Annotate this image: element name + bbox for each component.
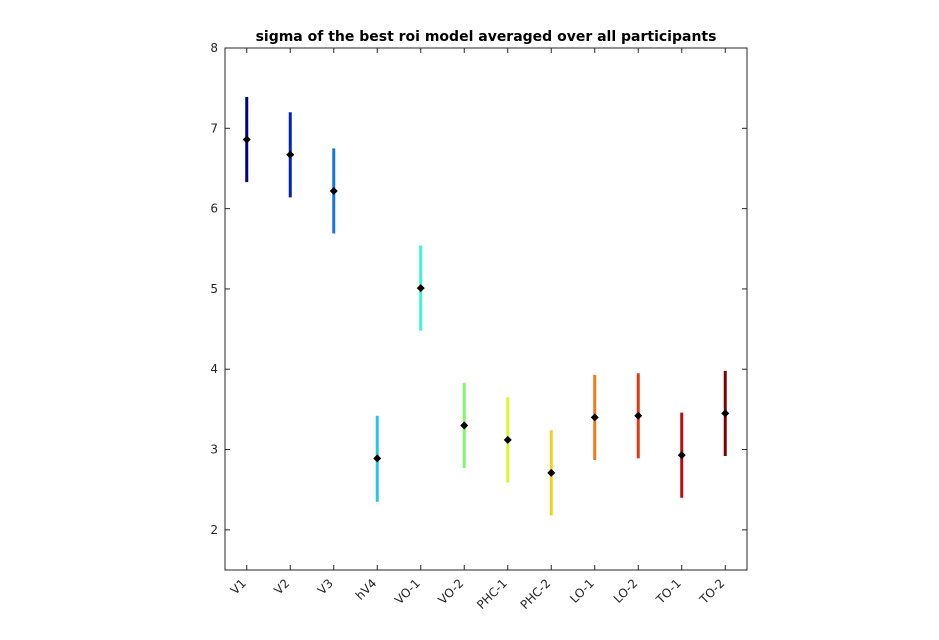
y-tick-label: 5: [210, 282, 218, 296]
x-tick-label: LO-2: [611, 576, 641, 606]
x-tick-label: V1: [228, 576, 249, 597]
data-point: [373, 454, 382, 463]
y-tick-label: 6: [210, 202, 218, 216]
data-point: [242, 135, 251, 144]
y-tick-label: 4: [210, 362, 218, 376]
data-point: [590, 413, 599, 422]
y-tick-label: 7: [210, 121, 218, 135]
x-tick-label: VO-1: [392, 576, 423, 607]
data-point: [677, 451, 686, 460]
x-tick-label: TO-1: [653, 576, 684, 607]
data-point: [416, 284, 425, 293]
y-tick-label: 3: [210, 443, 218, 457]
y-axis: 2 3 4 5 6 7 8: [210, 41, 747, 537]
x-tick-label: LO-1: [567, 576, 597, 606]
x-tick-label: VO-2: [435, 576, 466, 607]
plot-area: [224, 47, 748, 571]
data-point: [721, 409, 730, 418]
data-point: [634, 411, 643, 420]
y-tick-label: 8: [210, 41, 218, 55]
data-series: [242, 96, 730, 516]
data-point: [329, 186, 338, 195]
x-tick-label: V2: [271, 576, 292, 597]
chart-title: sigma of the best roi model averaged ove…: [256, 29, 717, 45]
data-point: [547, 468, 556, 477]
x-tick-label: hV4: [353, 576, 379, 602]
data-point: [460, 421, 469, 430]
x-tick-label: PHC-2: [518, 576, 554, 612]
x-tick-label: V3: [315, 576, 336, 597]
data-point: [286, 150, 295, 159]
data-point: [503, 435, 512, 444]
x-tick-label: TO-2: [696, 576, 727, 607]
y-tick-label: 2: [210, 523, 218, 537]
x-tick-label: PHC-1: [474, 576, 510, 612]
